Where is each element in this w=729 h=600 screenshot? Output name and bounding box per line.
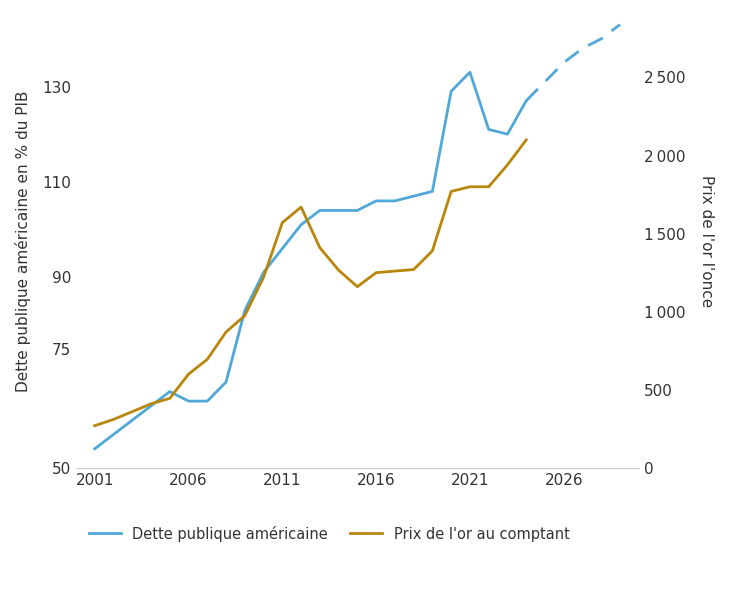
Legend: Dette publique américaine, Prix de l'or au comptant: Dette publique américaine, Prix de l'or …: [83, 520, 576, 548]
Y-axis label: Prix de l'or l'once: Prix de l'or l'once: [699, 175, 714, 308]
Y-axis label: Dette publique américaine en % du PIB: Dette publique américaine en % du PIB: [15, 91, 31, 392]
